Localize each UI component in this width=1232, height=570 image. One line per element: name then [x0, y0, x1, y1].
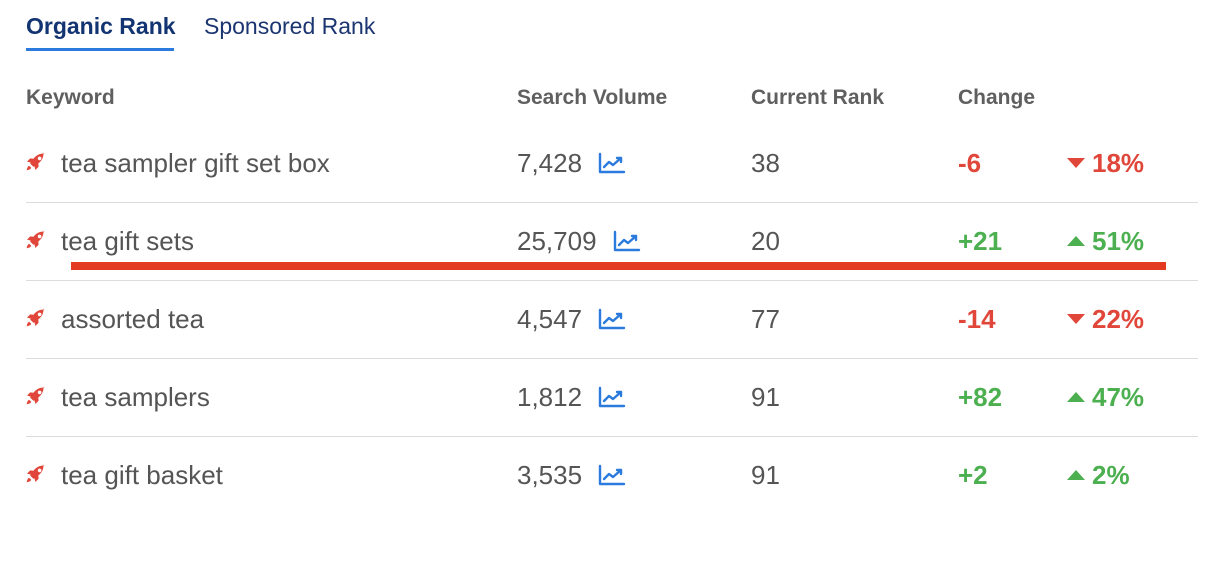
table-row[interactable]: assorted tea 4,547 77 -14 22%: [0, 280, 1232, 358]
trend-chart-icon[interactable]: [598, 152, 626, 174]
rocket-icon: [24, 306, 48, 330]
table-row[interactable]: tea samplers 1,812 91 +82 47%: [0, 358, 1232, 436]
rocket-icon: [24, 228, 48, 252]
row-divider: [26, 436, 1198, 437]
trend-chart-icon[interactable]: [598, 308, 626, 330]
percent-change-value: 18%: [1092, 148, 1145, 178]
tab-organic-rank[interactable]: Organic Rank: [26, 8, 176, 51]
percent-change-cell: 47%: [1066, 380, 1144, 414]
tab-organic-rank-label: Organic Rank: [26, 13, 176, 39]
percent-change-cell: 2%: [1066, 458, 1130, 492]
rocket-icon: [24, 150, 48, 174]
keyword-text[interactable]: tea gift basket: [61, 460, 223, 490]
percent-change-value: 51%: [1092, 226, 1145, 256]
keyword-text[interactable]: tea sampler gift set box: [61, 148, 330, 178]
current-rank-value: 20: [751, 226, 780, 256]
highlight-underline-mark: [71, 262, 1166, 270]
percent-change-value: 22%: [1092, 304, 1145, 334]
row-divider: [26, 202, 1198, 203]
search-volume-cell: 1,812: [517, 380, 626, 414]
current-rank-value: 91: [751, 382, 780, 412]
trend-chart-icon[interactable]: [613, 230, 641, 252]
percent-change-cell: 22%: [1066, 302, 1144, 336]
keyword-text[interactable]: tea samplers: [61, 382, 210, 412]
percent-change-value: 2%: [1092, 460, 1130, 490]
column-header-current-rank[interactable]: Current Rank: [751, 86, 885, 109]
active-tab-underline: [26, 48, 174, 51]
triangle-down-icon: [1066, 312, 1086, 326]
triangle-down-icon: [1066, 156, 1086, 170]
column-header-change[interactable]: Change: [958, 86, 1036, 109]
search-volume-value: 25,709: [517, 226, 597, 256]
rocket-icon: [24, 462, 48, 486]
current-rank-value: 91: [751, 460, 780, 490]
search-volume-cell: 25,709: [517, 224, 641, 258]
percent-change-cell: 51%: [1066, 224, 1144, 258]
triangle-up-icon: [1066, 468, 1086, 482]
row-divider: [26, 358, 1198, 359]
trend-chart-icon[interactable]: [598, 386, 626, 408]
table-row[interactable]: tea sampler gift set box 7,428 38 -6 18%: [0, 124, 1232, 202]
search-volume-value: 1,812: [517, 382, 583, 412]
table-row[interactable]: tea gift sets 25,709 20 +21 51%: [0, 202, 1232, 280]
trend-chart-icon[interactable]: [598, 464, 626, 486]
tab-sponsored-rank-label: Sponsored Rank: [204, 13, 376, 39]
column-header-keyword[interactable]: Keyword: [26, 86, 115, 109]
triangle-up-icon: [1066, 390, 1086, 404]
keyword-text[interactable]: assorted tea: [61, 304, 205, 334]
tab-sponsored-rank[interactable]: Sponsored Rank: [204, 8, 375, 48]
percent-change-value: 47%: [1092, 382, 1145, 412]
search-volume-value: 4,547: [517, 304, 583, 334]
rank-change-value: +82: [958, 382, 1003, 412]
table-row[interactable]: tea gift basket 3,535 91 +2 2%: [0, 436, 1232, 514]
row-divider: [26, 280, 1198, 281]
search-volume-value: 3,535: [517, 460, 583, 490]
current-rank-value: 77: [751, 304, 780, 334]
triangle-up-icon: [1066, 234, 1086, 248]
column-header-search-volume[interactable]: Search Volume: [517, 86, 668, 109]
rank-change-value: -6: [958, 148, 982, 178]
rank-change-value: -14: [958, 304, 996, 334]
percent-change-cell: 18%: [1066, 146, 1144, 180]
search-volume-value: 7,428: [517, 148, 583, 178]
rank-change-value: +21: [958, 226, 1003, 256]
keyword-text[interactable]: tea gift sets: [61, 226, 194, 256]
search-volume-cell: 7,428: [517, 146, 626, 180]
current-rank-value: 38: [751, 148, 780, 178]
rocket-icon: [24, 384, 48, 408]
rank-change-value: +2: [958, 460, 988, 490]
search-volume-cell: 3,535: [517, 458, 626, 492]
search-volume-cell: 4,547: [517, 302, 626, 336]
